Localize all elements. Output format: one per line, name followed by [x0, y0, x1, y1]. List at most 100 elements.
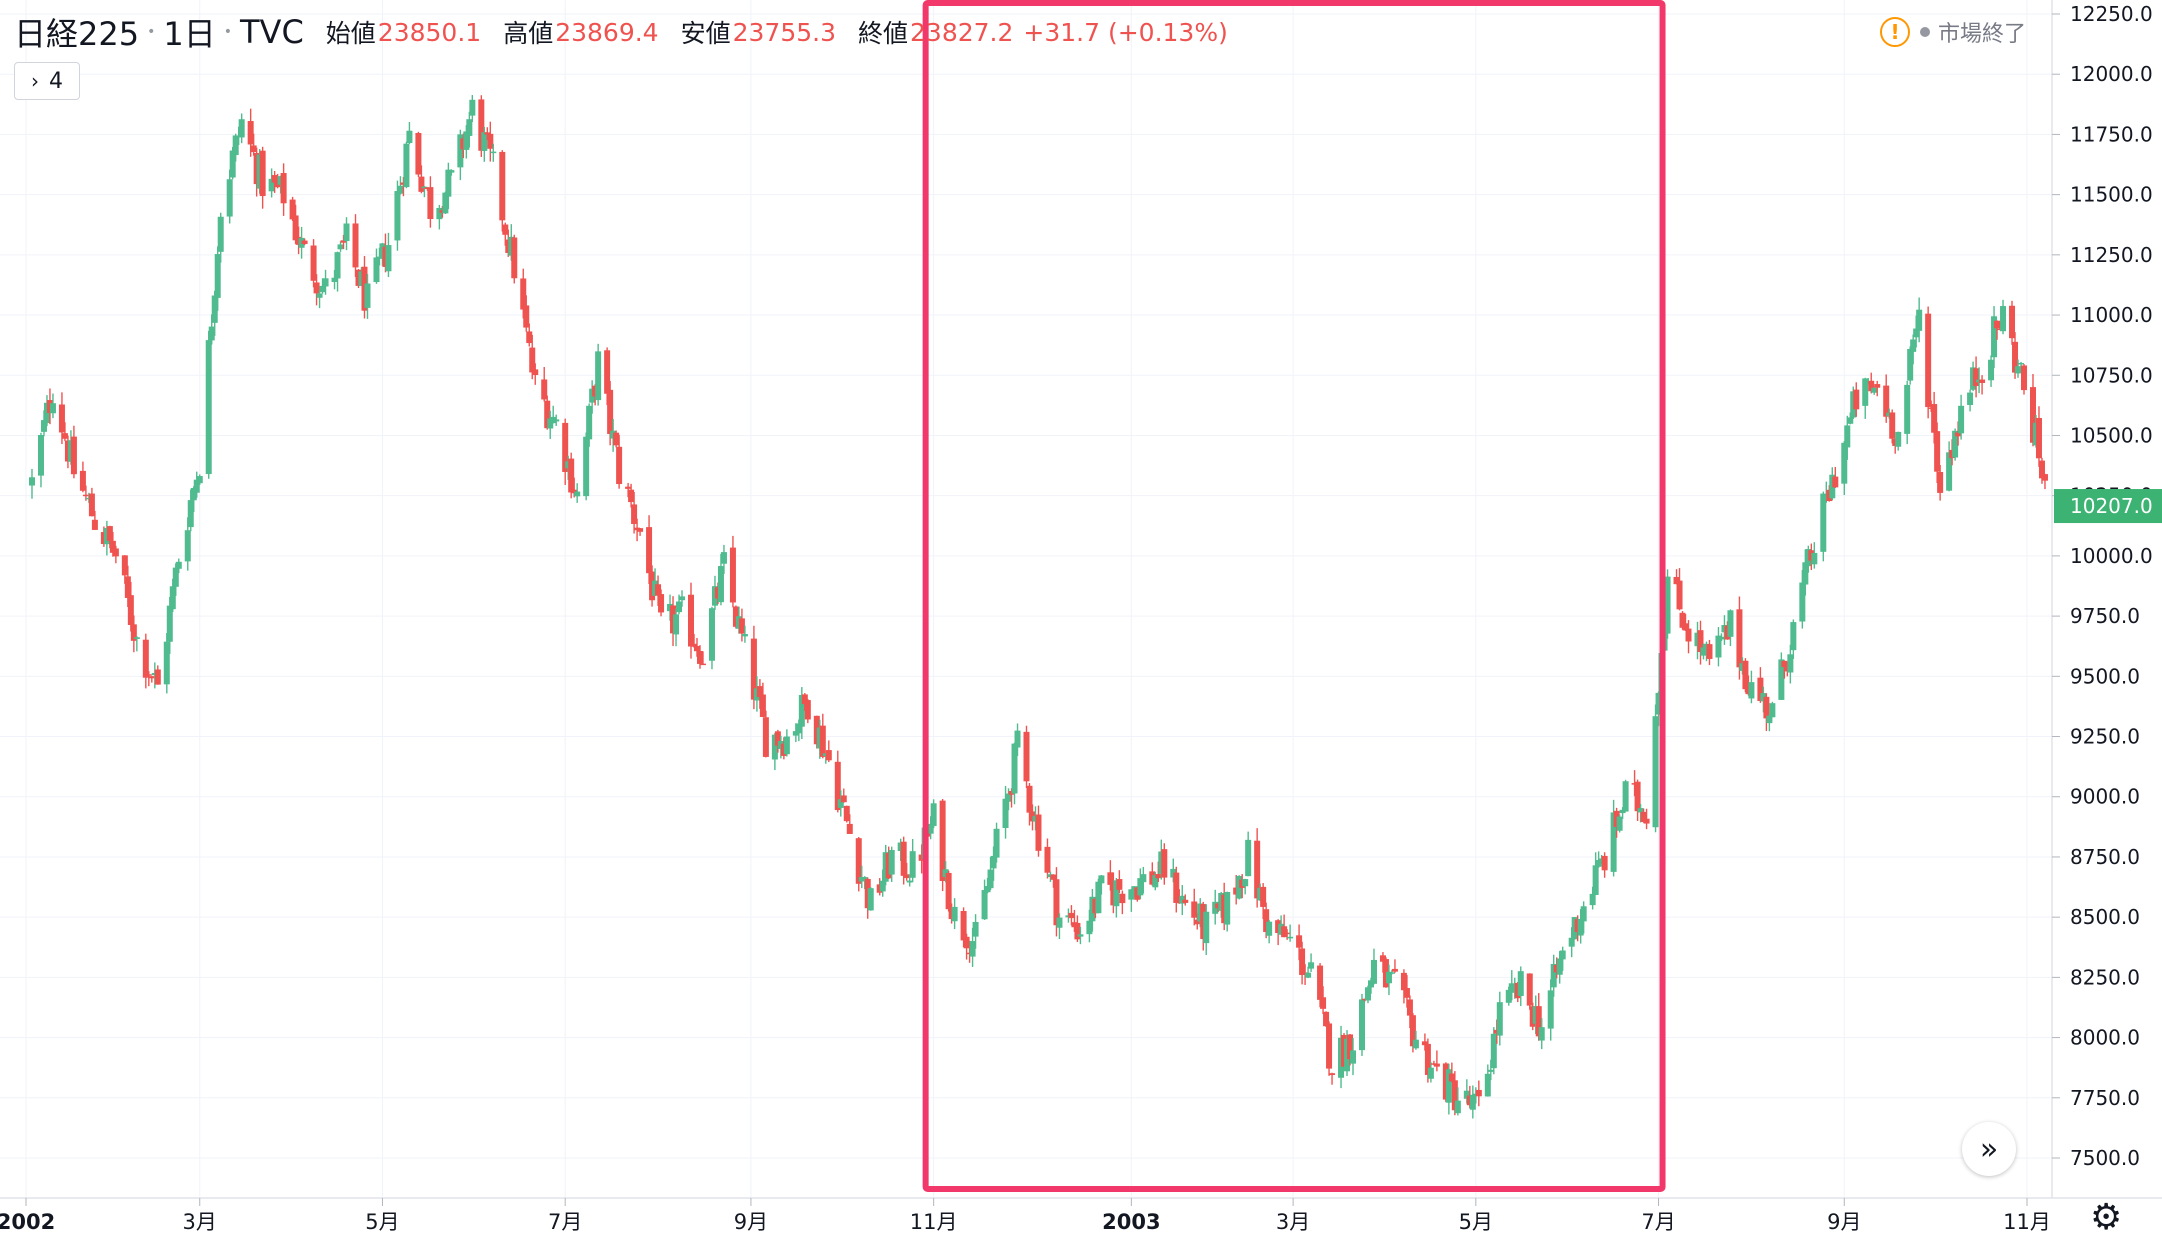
- candle-body: [1994, 320, 2001, 329]
- candle-body: [2035, 417, 2042, 459]
- candle-body: [1469, 1094, 1476, 1110]
- down-candle: [112, 545, 119, 564]
- candle-body: [1287, 936, 1294, 939]
- candle-body: [280, 173, 287, 204]
- scroll-to-realtime-button[interactable]: »: [1962, 1122, 2016, 1176]
- up-candle: [343, 217, 350, 251]
- candle-body: [1505, 989, 1512, 1003]
- up-candle: [1095, 878, 1102, 914]
- down-candle: [1634, 779, 1641, 821]
- down-candle: [963, 933, 970, 960]
- indicator-count: 4: [49, 68, 63, 94]
- down-candle: [541, 366, 548, 402]
- candle-body: [1400, 972, 1407, 991]
- down-candle: [825, 740, 832, 763]
- up-candle: [214, 246, 221, 311]
- down-candle: [1832, 466, 1839, 488]
- up-candle: [406, 121, 413, 145]
- up-candle: [673, 608, 680, 647]
- candle-body: [1664, 576, 1671, 634]
- candle-body: [142, 639, 149, 678]
- down-candle: [1979, 375, 1986, 395]
- down-candle: [415, 131, 422, 177]
- price-tick-label: 9500.0: [2070, 664, 2140, 688]
- candle-body: [229, 150, 236, 178]
- up-candle: [1769, 701, 1776, 718]
- down-candle: [1697, 620, 1704, 665]
- candle-body: [415, 133, 422, 175]
- up-candle: [1988, 355, 1995, 387]
- down-candle: [1874, 380, 1881, 397]
- candle-body: [1323, 1011, 1330, 1027]
- up-candle: [583, 432, 590, 501]
- up-candle: [337, 241, 344, 252]
- down-candle: [1706, 639, 1713, 666]
- candle-body: [364, 283, 371, 308]
- candle-body: [247, 121, 254, 145]
- up-candle: [1592, 852, 1599, 896]
- candle-body: [1409, 1015, 1416, 1047]
- time-tick-label: 2002: [0, 1210, 55, 1234]
- candle-body: [604, 350, 611, 394]
- up-candle: [1242, 878, 1249, 895]
- candle-body: [738, 618, 745, 634]
- down-candle: [1023, 725, 1030, 788]
- candle-body: [268, 178, 275, 192]
- candle-body: [795, 723, 802, 734]
- down-candle: [631, 492, 638, 534]
- time-tick-label: 5月: [1459, 1210, 1493, 1234]
- candle-body: [40, 420, 47, 432]
- symbol-name[interactable]: 日経225: [14, 15, 140, 53]
- up-candle: [205, 330, 212, 479]
- candle-body: [1026, 785, 1033, 813]
- candle-body: [792, 731, 799, 736]
- candle-body: [526, 331, 533, 344]
- down-candle: [154, 665, 161, 685]
- down-candle: [1173, 866, 1180, 913]
- price-tick-label: 11000.0: [2070, 303, 2153, 327]
- up-candle: [1538, 1018, 1545, 1050]
- candle-body: [1616, 816, 1623, 831]
- candle-body: [625, 486, 632, 489]
- candle-body: [1367, 980, 1374, 988]
- price-axis-bg: [2052, 0, 2162, 1244]
- down-candle: [688, 582, 695, 659]
- candle-body: [2038, 460, 2045, 479]
- candle-body: [1254, 840, 1261, 899]
- candle-body: [124, 576, 131, 598]
- indicators-toggle-button[interactable]: › 4: [14, 62, 80, 100]
- candle-body: [343, 223, 350, 242]
- price-tick-label: 12000.0: [2070, 62, 2153, 86]
- candle-body: [951, 906, 958, 922]
- candle-body: [741, 634, 748, 637]
- candle-body: [1955, 432, 1962, 437]
- candle-body: [1763, 696, 1770, 719]
- candle-body: [906, 880, 913, 883]
- candle-body: [729, 547, 736, 603]
- candle-body: [1592, 865, 1599, 896]
- candle-body: [1128, 889, 1135, 900]
- timeframe-label[interactable]: 1日: [163, 15, 216, 53]
- down-candle: [846, 814, 853, 834]
- candle-body: [595, 351, 602, 401]
- candle-body: [855, 838, 862, 884]
- candle-body: [2015, 366, 2022, 374]
- candle-body: [82, 494, 89, 497]
- candle-body: [963, 936, 970, 949]
- settings-gear-icon[interactable]: ⚙: [2090, 1197, 2123, 1238]
- up-candle: [595, 343, 602, 406]
- up-candle: [1385, 964, 1392, 996]
- candle-body: [987, 869, 994, 889]
- candle-body: [2009, 305, 2016, 339]
- price-tick-label: 9000.0: [2070, 785, 2140, 809]
- candle-body: [762, 717, 769, 757]
- candle-body: [1991, 316, 1998, 358]
- down-candle: [1937, 465, 1944, 501]
- down-candle: [762, 710, 769, 758]
- market-status[interactable]: ! 市場終了: [1880, 14, 2026, 50]
- candle-body: [1610, 812, 1617, 872]
- price-tick-label: 9750.0: [2070, 604, 2140, 628]
- up-candle: [1958, 394, 1965, 440]
